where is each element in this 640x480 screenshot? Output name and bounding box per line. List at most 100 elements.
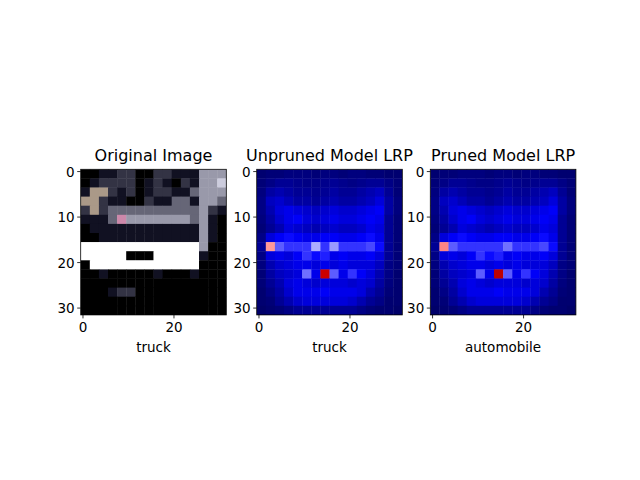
cell [108, 206, 118, 216]
cell [494, 251, 504, 261]
cell [393, 178, 402, 188]
y-tick-label: 0 [66, 164, 75, 180]
cell [467, 169, 477, 179]
cell [117, 188, 127, 198]
y-tick-label: 30 [234, 300, 251, 316]
cell [90, 233, 100, 243]
cell [430, 197, 439, 207]
cell [275, 242, 285, 252]
cell [521, 169, 531, 179]
cell [320, 306, 330, 315]
cell [99, 306, 109, 315]
cell [330, 306, 340, 315]
figure: 0200102030Original Imagetruck0200102030U… [0, 0, 640, 480]
cell [90, 279, 100, 289]
cell [135, 288, 145, 298]
cell [117, 297, 127, 307]
cell [549, 306, 559, 315]
cell [302, 260, 312, 270]
cell [108, 297, 118, 307]
cell [90, 197, 100, 207]
cell [567, 197, 576, 207]
cell [126, 206, 136, 216]
cell [144, 288, 154, 298]
cell [540, 188, 550, 198]
cell [357, 288, 367, 298]
title: Original Image [95, 146, 213, 165]
cell [439, 269, 449, 279]
cell [81, 251, 90, 261]
cell [199, 260, 209, 270]
cell [540, 224, 550, 234]
cell [439, 279, 449, 289]
cell [81, 269, 90, 279]
cell [190, 233, 200, 243]
cell [549, 288, 559, 298]
cell [339, 251, 349, 261]
cell [348, 279, 358, 289]
cell [181, 260, 191, 270]
cell [348, 215, 358, 225]
cell [108, 242, 118, 252]
cell [266, 169, 276, 179]
cell [311, 197, 321, 207]
cell [339, 288, 349, 298]
cell [199, 206, 209, 216]
cell [181, 269, 191, 279]
cell [90, 288, 100, 298]
cell [485, 288, 495, 298]
cell [476, 297, 486, 307]
cell [348, 288, 358, 298]
axes-frame [257, 169, 403, 315]
cell [311, 233, 321, 243]
cell [199, 169, 209, 179]
cell [266, 306, 276, 315]
cell [339, 169, 349, 179]
cell [339, 242, 349, 252]
cell [348, 169, 358, 179]
x-tick [173, 315, 174, 319]
cell [375, 224, 385, 234]
cell [375, 215, 385, 225]
cell [530, 169, 540, 179]
cell [439, 288, 449, 298]
cell [181, 188, 191, 198]
cell [375, 260, 385, 270]
cell [558, 178, 568, 188]
cell [99, 251, 109, 261]
cell [549, 260, 559, 270]
cell [320, 169, 330, 179]
cell [99, 206, 109, 216]
cell [217, 206, 226, 216]
cell [108, 224, 118, 234]
cell [199, 188, 209, 198]
cell [503, 269, 512, 279]
cell [208, 288, 218, 298]
cell [375, 233, 385, 243]
cell [190, 288, 200, 298]
cell [521, 269, 531, 279]
cell [357, 297, 367, 307]
cell [521, 260, 531, 270]
cell [284, 288, 294, 298]
cell [126, 297, 136, 307]
cell [530, 215, 540, 225]
cell [172, 197, 182, 207]
image-cells [430, 169, 576, 315]
cell [530, 297, 540, 307]
cell [154, 178, 164, 188]
cell [163, 288, 173, 298]
cell [494, 242, 504, 252]
cell [330, 269, 340, 279]
cell [126, 215, 136, 225]
cell [172, 260, 182, 270]
cell [284, 224, 294, 234]
cell [311, 224, 321, 234]
cell [512, 288, 522, 298]
cell [330, 178, 340, 188]
cell [485, 306, 495, 315]
cell [530, 306, 540, 315]
cell [81, 260, 90, 270]
cell [135, 242, 145, 252]
cell [163, 169, 173, 179]
